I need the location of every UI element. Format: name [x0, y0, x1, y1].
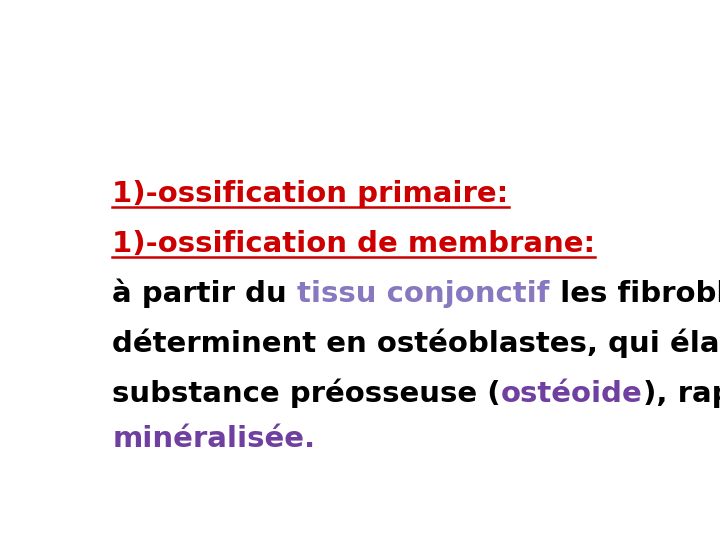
Text: tissu conjonctif: tissu conjonctif [297, 280, 549, 308]
Text: ostéoide: ostéoide [501, 380, 643, 408]
Text: substance préosseuse (: substance préosseuse ( [112, 378, 501, 408]
Text: déterminent en ostéoblastes, qui élaborent une: déterminent en ostéoblastes, qui élabore… [112, 328, 720, 357]
Text: ), rapidement: ), rapidement [643, 380, 720, 408]
Text: les fibroblastes se: les fibroblastes se [549, 280, 720, 308]
Text: minéralisée.: minéralisée. [112, 426, 315, 454]
Text: à partir du: à partir du [112, 278, 297, 308]
Text: 1)-ossification primaire:: 1)-ossification primaire: [112, 180, 508, 208]
Text: 1)-ossification de membrane:: 1)-ossification de membrane: [112, 230, 595, 258]
